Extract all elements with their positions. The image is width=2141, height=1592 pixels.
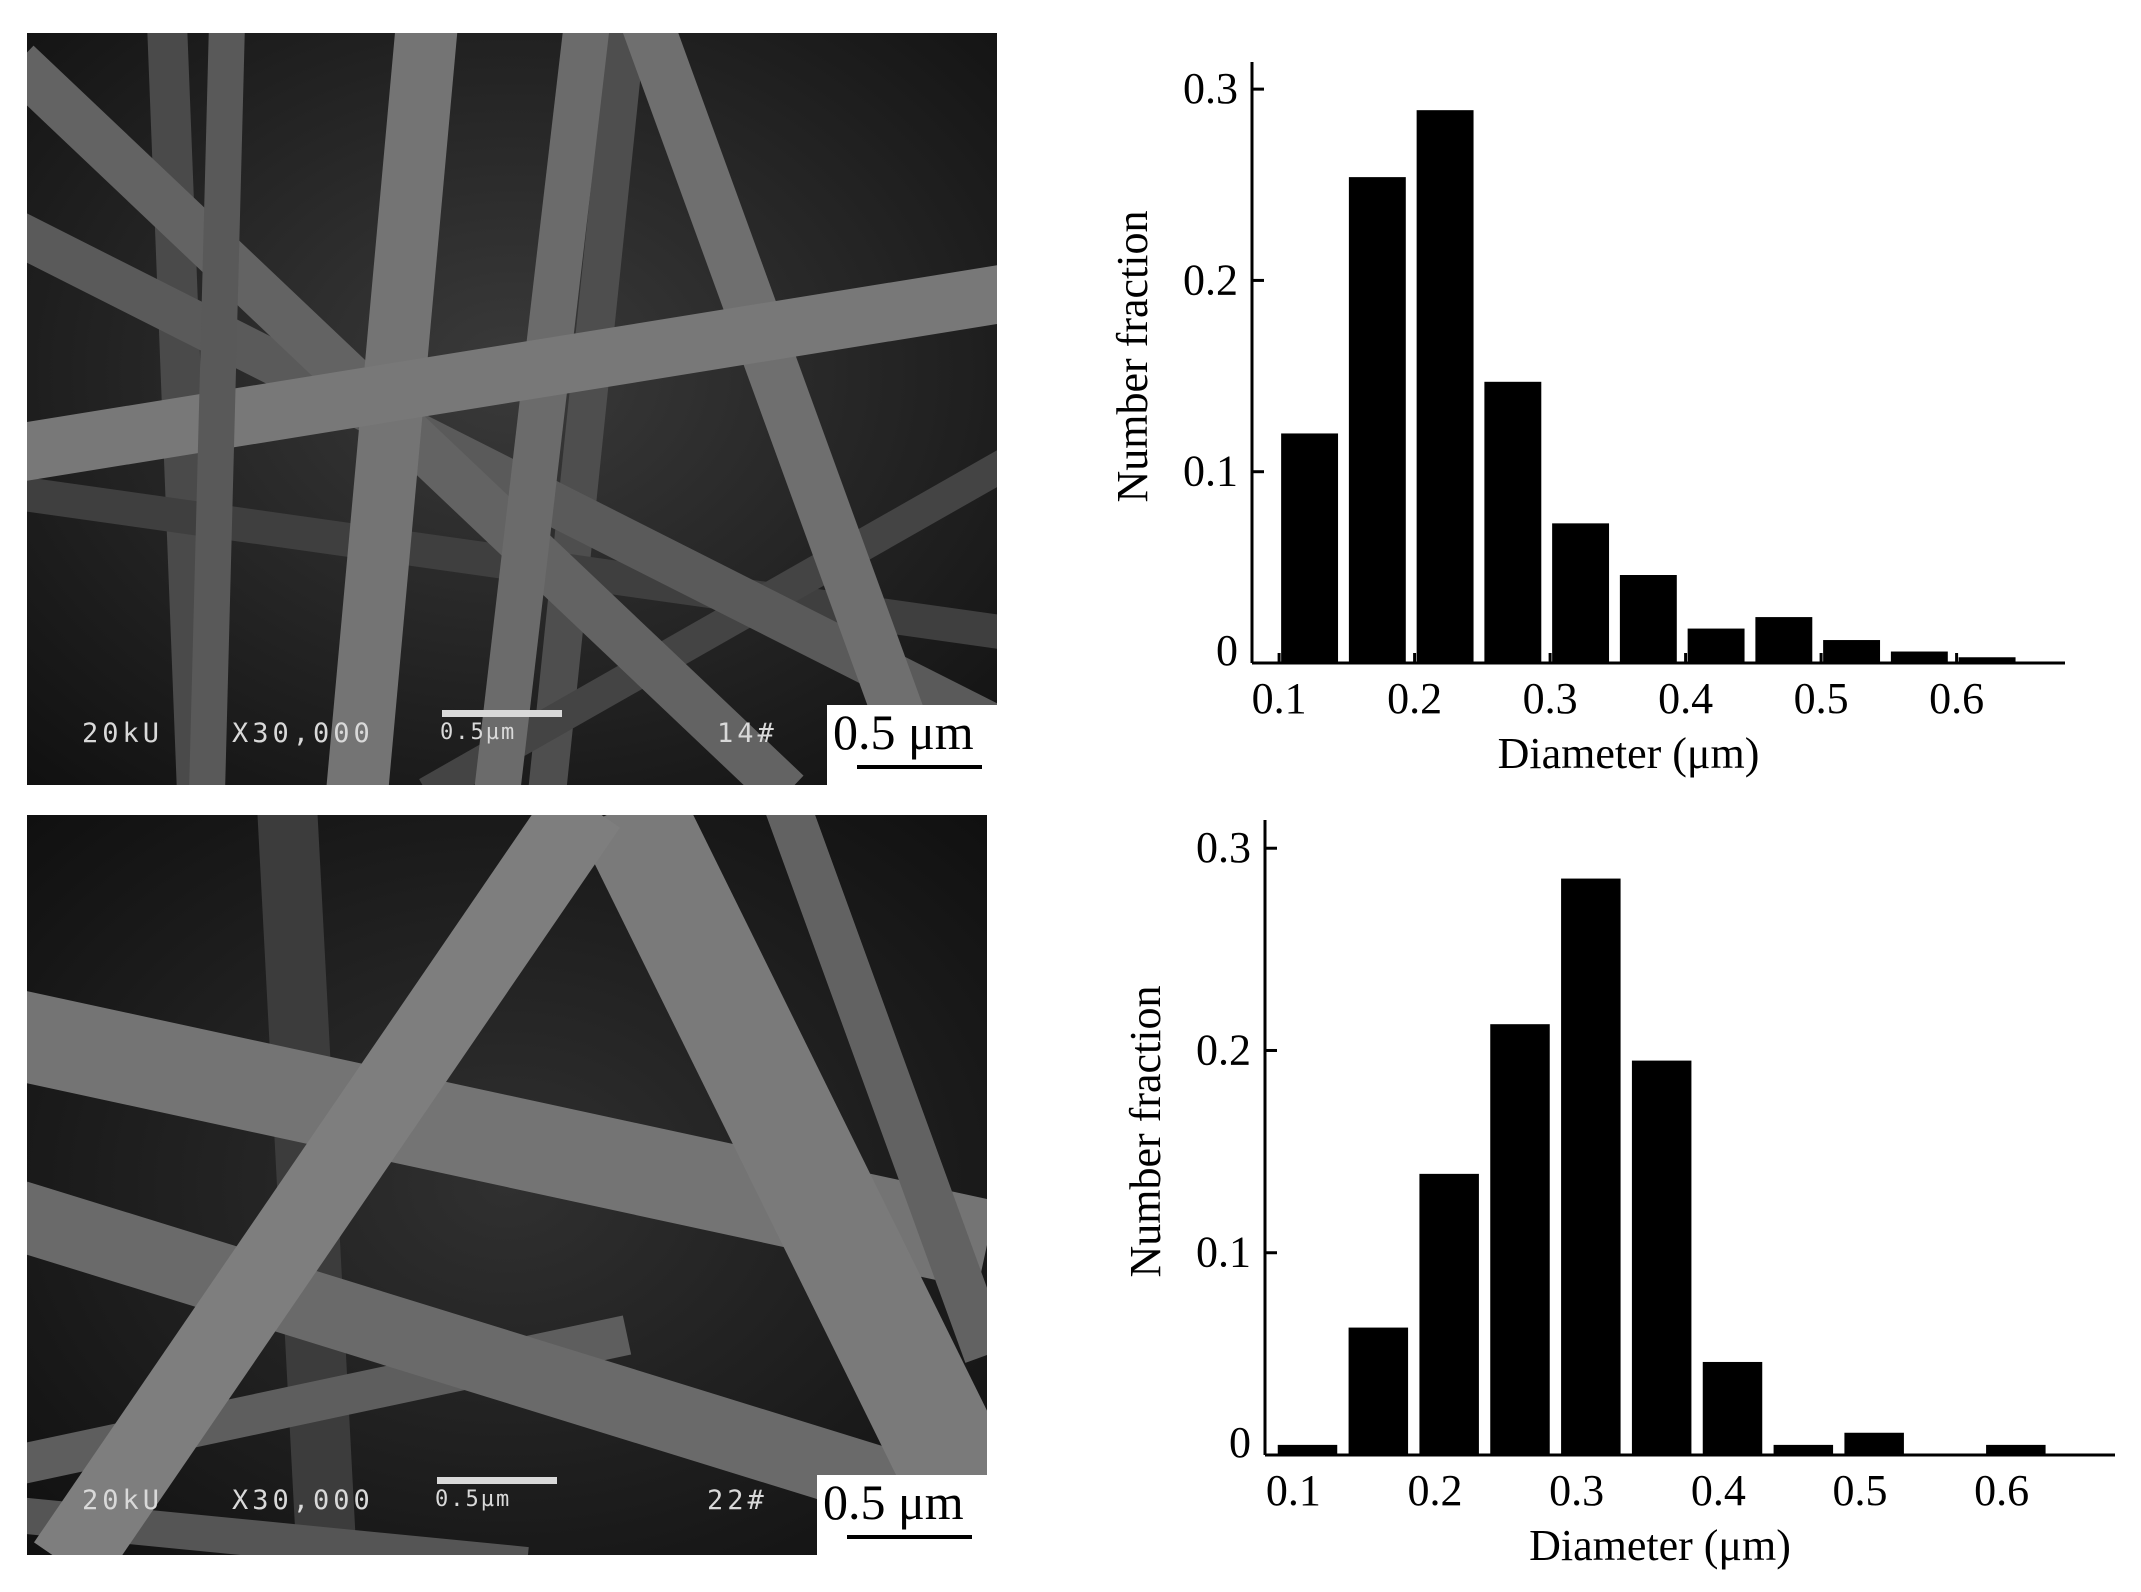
histogram-bar bbox=[1419, 1173, 1479, 1455]
x-tick-label: 0.6 bbox=[1974, 1466, 2029, 1515]
scale-box-2: 0.5 μm bbox=[817, 1474, 987, 1555]
sem-magnification: X30,000 bbox=[232, 718, 374, 749]
scale-line-1 bbox=[857, 765, 982, 769]
y-tick-label: 0 bbox=[1229, 1418, 1251, 1467]
histogram-bar bbox=[1490, 1024, 1550, 1455]
histogram-svg-1: 0 0.1 0.2 0.3 0.1 0.2 0.3 0.4 0.5 0.6 Diameter (μm… bbox=[1108, 62, 2065, 778]
sem-scale-bar bbox=[437, 1477, 557, 1484]
histogram-bar bbox=[1277, 1444, 1338, 1455]
histogram-bar bbox=[1687, 628, 1745, 663]
y-tick-label: 0.3 bbox=[1196, 823, 1251, 872]
y-tick-label: 0.2 bbox=[1183, 255, 1238, 304]
histogram-bar bbox=[1958, 657, 2016, 663]
histogram-bar bbox=[1702, 1361, 1763, 1455]
sem-micrograph-1: 20kU X30,000 0.5µm 14# 0.5 μm bbox=[27, 33, 997, 785]
histogram-bar bbox=[1755, 617, 1813, 663]
x-tick-label: 0.1 bbox=[1266, 1466, 1321, 1515]
y-axis-label: Number fraction bbox=[1121, 986, 1170, 1278]
sem-scale-bar bbox=[442, 710, 562, 717]
x-tick-label: 0.1 bbox=[1252, 674, 1307, 723]
fiber-image-2 bbox=[27, 815, 987, 1555]
x-tick-label: 0.2 bbox=[1387, 674, 1442, 723]
fiber-image-1 bbox=[27, 33, 997, 785]
histogram-bar bbox=[1484, 381, 1542, 663]
histogram-chart-1: 0 0.1 0.2 0.3 0.1 0.2 0.3 0.4 0.5 0.6 Diameter (μm… bbox=[1060, 20, 2141, 800]
sem-voltage: 20kU bbox=[82, 1485, 164, 1516]
histogram-bar bbox=[1552, 523, 1610, 663]
histogram-bar bbox=[1348, 1327, 1409, 1455]
histogram-bar bbox=[1986, 1444, 2046, 1455]
scale-line-2 bbox=[847, 1535, 972, 1539]
sem-bar-label: 0.5µm bbox=[435, 1487, 512, 1512]
sem-micrograph-2: 20kU X30,000 0.5µm 22# 0.5 μm bbox=[27, 815, 987, 1555]
x-tick-label: 0.4 bbox=[1691, 1466, 1746, 1515]
y-tick-label: 0.3 bbox=[1183, 64, 1238, 113]
x-tick-label: 0.5 bbox=[1794, 674, 1849, 723]
x-tick-label: 0.5 bbox=[1833, 1466, 1888, 1515]
histogram-bar bbox=[1823, 640, 1881, 663]
sem-sample-id: 22# bbox=[707, 1485, 768, 1516]
x-tick-label: 0.6 bbox=[1929, 674, 1984, 723]
histogram-bar bbox=[1844, 1432, 1904, 1455]
histogram-bar bbox=[1773, 1444, 1834, 1455]
x-axis-label: Diameter (μm) bbox=[1529, 1521, 1791, 1570]
histogram-svg-2: 0 0.1 0.2 0.3 0.1 0.2 0.3 0.4 0.5 0.6 Diameter (μm… bbox=[1121, 820, 2115, 1570]
x-tick-label: 0.3 bbox=[1549, 1466, 1604, 1515]
x-axis-label: Diameter (μm) bbox=[1498, 729, 1760, 778]
y-tick-label: 0.1 bbox=[1183, 447, 1238, 496]
x-tick-label: 0.2 bbox=[1408, 1466, 1463, 1515]
y-tick-label: 0 bbox=[1216, 626, 1238, 675]
y-axis-label: Number fraction bbox=[1108, 211, 1157, 503]
scale-label-1: 0.5 μm bbox=[833, 704, 974, 760]
histogram-bar bbox=[1348, 177, 1406, 664]
sem-bar-label: 0.5µm bbox=[440, 720, 517, 745]
histogram-bar bbox=[1561, 878, 1621, 1455]
y-tick-label: 0.2 bbox=[1196, 1025, 1251, 1074]
y-tick-label: 0.1 bbox=[1196, 1228, 1251, 1277]
sem-voltage: 20kU bbox=[82, 718, 164, 749]
histogram-bar bbox=[1890, 651, 1948, 663]
sem-info-bar: 20kU X30,000 0.5µm 14# bbox=[27, 695, 997, 785]
sem-magnification: X30,000 bbox=[232, 1485, 374, 1516]
histogram-bar bbox=[1281, 433, 1339, 663]
histogram-bar bbox=[1631, 1060, 1692, 1455]
sem-info-bar: 20kU X30,000 0.5µm 22# bbox=[27, 1465, 987, 1555]
x-tick-label: 0.4 bbox=[1658, 674, 1713, 723]
sem-sample-id: 14# bbox=[717, 718, 778, 749]
scale-box-1: 0.5 μm bbox=[827, 704, 997, 785]
scale-label-2: 0.5 μm bbox=[823, 1474, 964, 1530]
histogram-bar bbox=[1416, 110, 1474, 664]
histogram-chart-2: 0 0.1 0.2 0.3 0.1 0.2 0.3 0.4 0.5 0.6 Diameter (μm… bbox=[1060, 800, 2141, 1592]
histogram-bar bbox=[1619, 575, 1677, 663]
x-tick-label: 0.3 bbox=[1523, 674, 1578, 723]
